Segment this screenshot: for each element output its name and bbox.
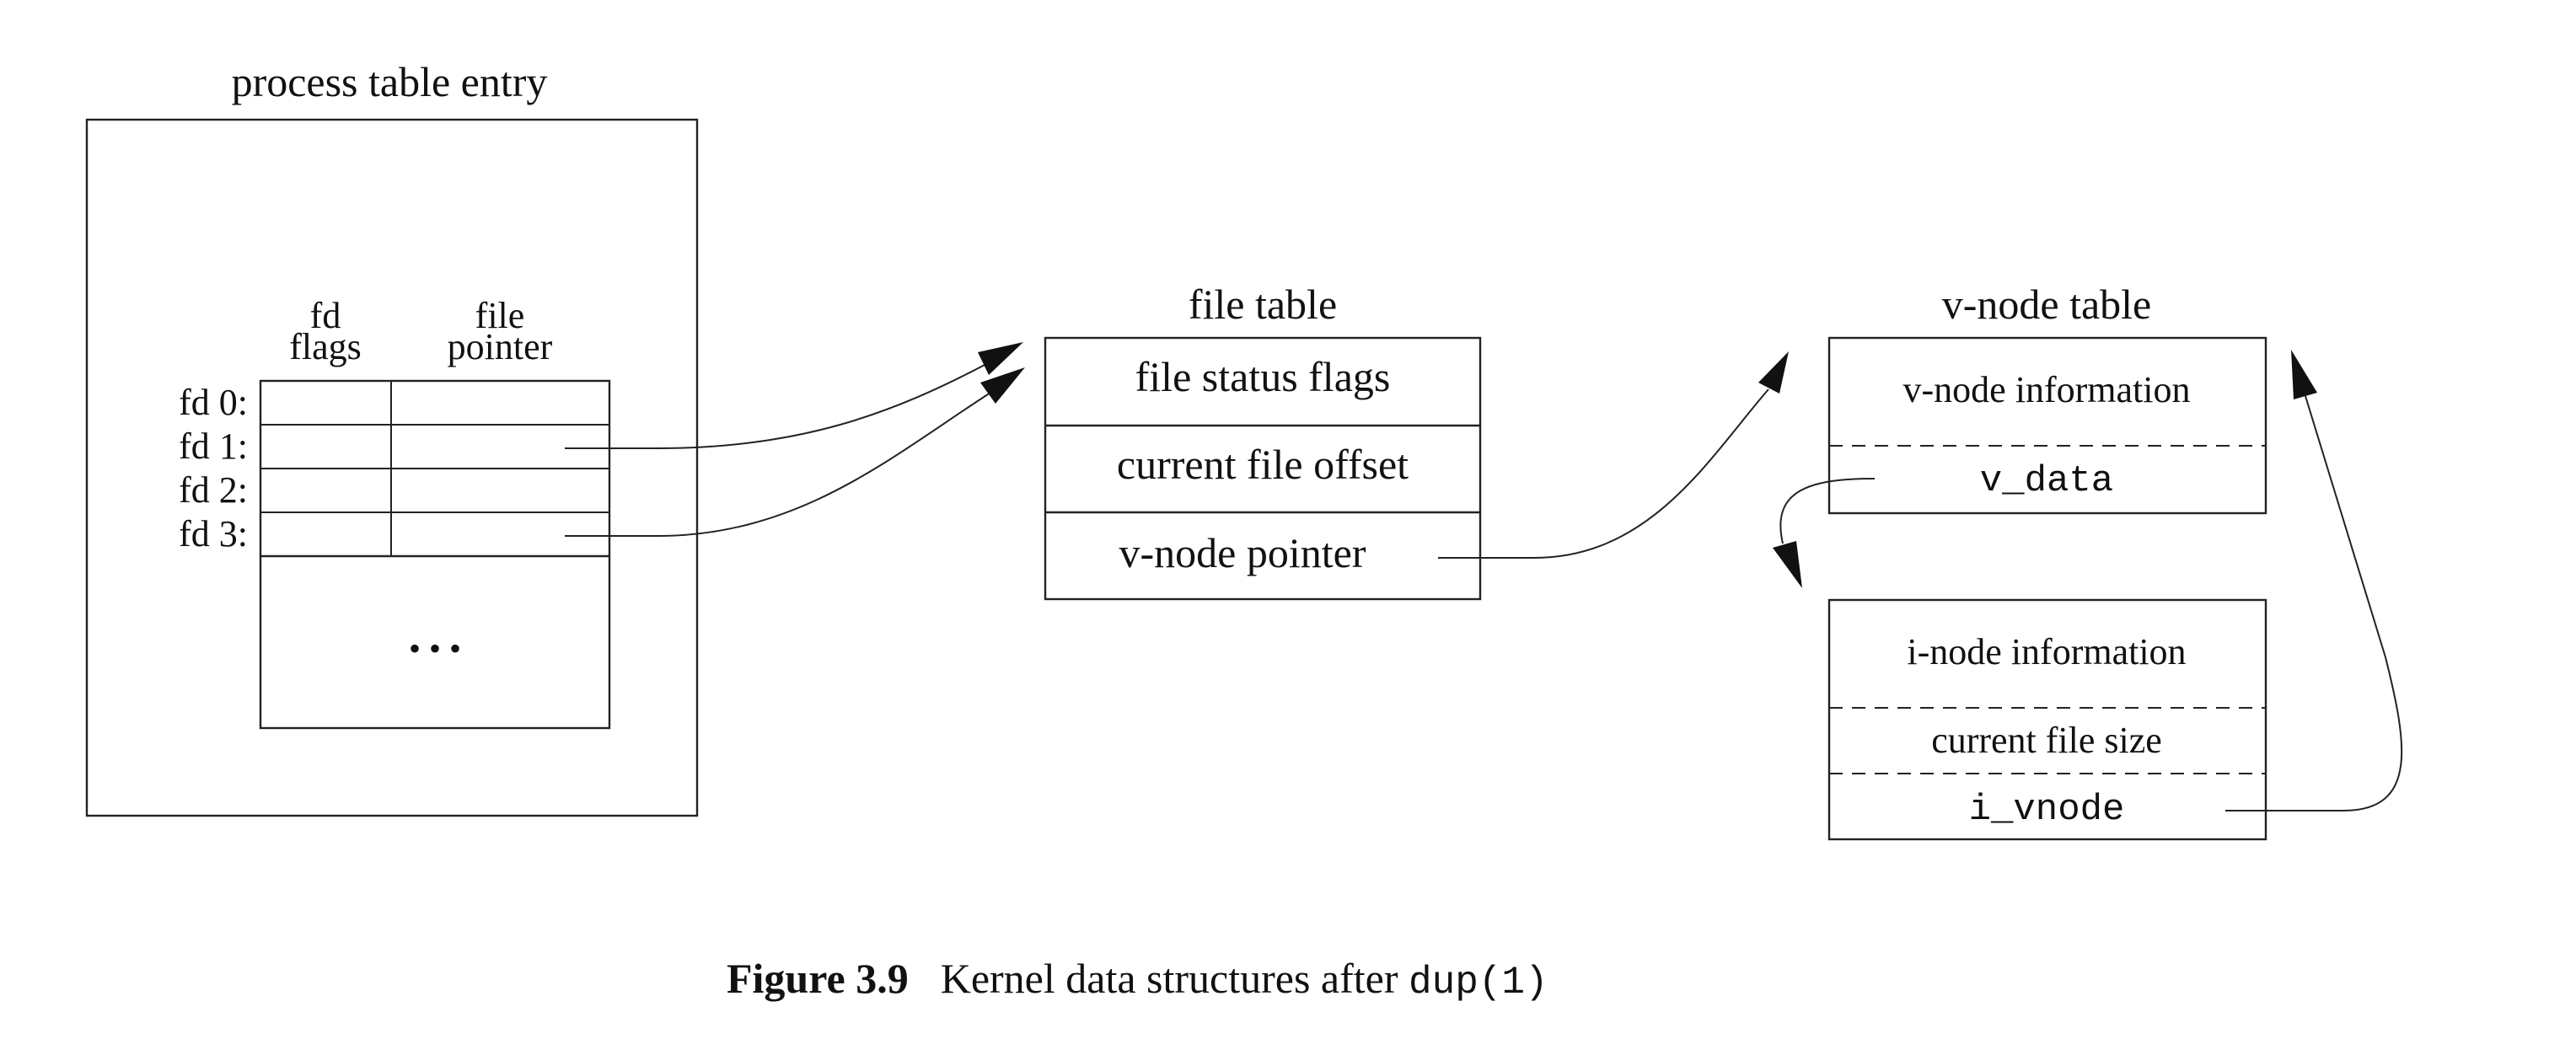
fd-table-frame [259, 379, 611, 730]
arrowhead [1758, 351, 1789, 394]
figure-number: Figure 3.9 [727, 955, 909, 1002]
vnode-table: v-node table v-node information v_data i… [1827, 281, 2267, 841]
process-table-title: process table entry [232, 58, 548, 105]
col-header-fd-flags-line1: fd [310, 295, 341, 336]
fd3-to-file-table-arrow [565, 392, 991, 537]
vnode-table-title: v-node table [1942, 281, 2152, 328]
fd-table: fd 0: fd 1: fd 2: fd 3: • • • [179, 379, 611, 730]
file-table-frame [1044, 336, 1482, 601]
figure-caption: Figure 3.9 Kernel data structures after d… [727, 955, 1548, 1004]
vnode-box-frame [1827, 336, 2267, 515]
file-status-flags-label: file status flags [1135, 353, 1391, 400]
fd-row-label: fd 0: [179, 382, 248, 423]
arrowhead [2291, 350, 2317, 399]
fd-row-label: fd 2: [179, 469, 248, 511]
vnode-pointer-to-vnode-arrow [1438, 388, 1769, 559]
col-header-file-pointer-line1: file [475, 295, 525, 336]
figure-caption-code: dup(1) [1409, 961, 1548, 1004]
v-data-label: v_data [1980, 460, 2113, 502]
i-vnode-to-vnode-arrow [2225, 395, 2403, 811]
v-data-to-inode-arrow [1779, 478, 1876, 544]
process-table-frame [85, 118, 699, 817]
col-header-file-pointer-line2: pointer [448, 326, 553, 367]
arrowhead [1773, 541, 1802, 588]
vnode-pointer-label: v-node pointer [1119, 529, 1366, 576]
current-file-size-label: current file size [1931, 720, 2162, 761]
inode-information-label: i-node information [1907, 631, 2186, 672]
fd1-to-file-table-arrow [565, 363, 987, 449]
inode-box-frame [1827, 598, 2267, 841]
file-table-title: file table [1189, 281, 1337, 328]
fd-table-ellipsis: • • • [409, 629, 461, 667]
arrowhead [978, 342, 1023, 375]
arrowhead [980, 367, 1025, 404]
current-file-offset-label: current file offset [1117, 441, 1409, 488]
col-header-fd-flags-line2: flags [289, 326, 362, 367]
fd-row-label: fd 1: [179, 426, 248, 467]
pointer-arrows [565, 342, 2403, 811]
file-table: file table file status flags current fil… [1044, 281, 1482, 601]
i-vnode-label: i_vnode [1969, 789, 2125, 831]
process-table-entry: process table entry fd flags file pointe… [85, 58, 699, 817]
figure-caption-text: Kernel data structures after [941, 955, 1409, 1002]
fd-row-label: fd 3: [179, 513, 248, 554]
vnode-information-label: v-node information [1903, 369, 2191, 410]
